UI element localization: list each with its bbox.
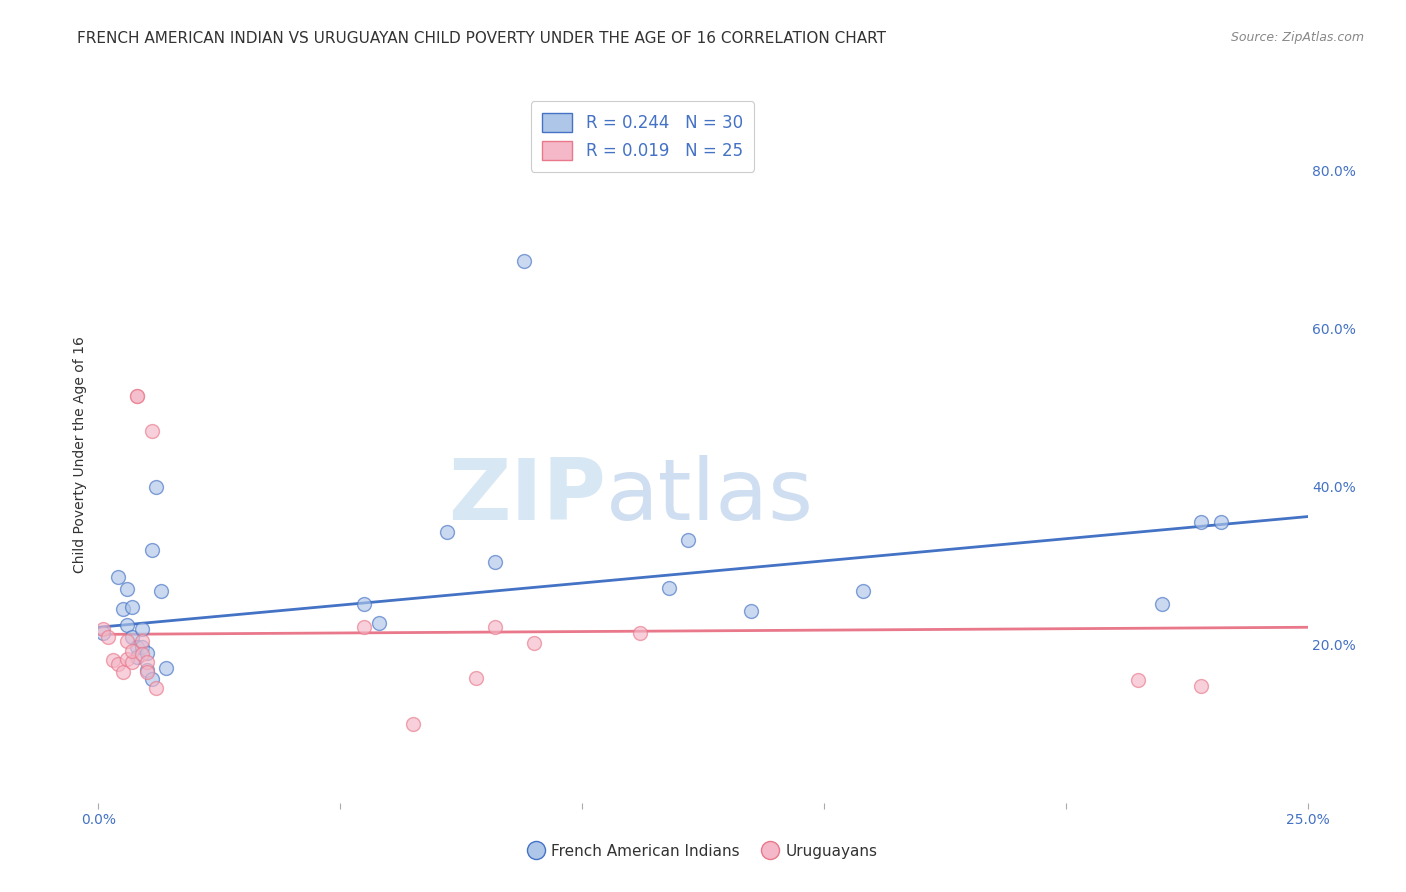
Point <box>91 625 114 640</box>
Point <box>145 479 167 493</box>
Point <box>117 652 139 666</box>
Point <box>141 542 163 557</box>
Point <box>135 655 157 669</box>
Point <box>368 615 391 630</box>
Point <box>101 653 124 667</box>
Point <box>121 630 143 644</box>
Point <box>436 525 458 540</box>
Point <box>135 665 157 680</box>
Legend: French American Indians, Uruguayans: French American Indians, Uruguayans <box>522 838 884 864</box>
Point <box>678 533 700 548</box>
Point <box>628 625 651 640</box>
Point <box>141 424 163 438</box>
Point <box>145 681 167 695</box>
Point <box>402 716 425 731</box>
Point <box>111 602 134 616</box>
Point <box>155 661 177 675</box>
Point <box>107 570 129 584</box>
Point <box>1152 597 1174 611</box>
Point <box>121 644 143 658</box>
Point <box>107 657 129 672</box>
Point <box>135 646 157 660</box>
Point <box>513 254 536 268</box>
Text: FRENCH AMERICAN INDIAN VS URUGUAYAN CHILD POVERTY UNDER THE AGE OF 16 CORRELATIO: FRENCH AMERICAN INDIAN VS URUGUAYAN CHIL… <box>77 31 886 46</box>
Point <box>852 583 875 598</box>
Point <box>117 582 139 597</box>
Point <box>1209 515 1232 529</box>
Point <box>131 640 153 654</box>
Point <box>131 647 153 661</box>
Point <box>150 583 173 598</box>
Text: Source: ZipAtlas.com: Source: ZipAtlas.com <box>1230 31 1364 45</box>
Point <box>91 622 114 636</box>
Point <box>1128 673 1150 688</box>
Point <box>658 581 681 595</box>
Text: ZIP: ZIP <box>449 455 606 538</box>
Point <box>353 597 375 611</box>
Point <box>111 665 134 680</box>
Point <box>464 671 486 685</box>
Y-axis label: Child Poverty Under the Age of 16: Child Poverty Under the Age of 16 <box>73 336 87 574</box>
Point <box>131 622 153 636</box>
Point <box>484 555 506 569</box>
Point <box>97 630 120 644</box>
Point <box>131 633 153 648</box>
Point <box>121 655 143 669</box>
Point <box>141 672 163 686</box>
Point <box>523 636 546 650</box>
Point <box>127 649 149 664</box>
Point <box>127 640 149 654</box>
Point <box>127 389 149 403</box>
Point <box>484 620 506 634</box>
Point <box>117 618 139 632</box>
Point <box>353 620 375 634</box>
Point <box>135 663 157 677</box>
Point <box>740 605 762 619</box>
Point <box>121 599 143 614</box>
Text: atlas: atlas <box>606 455 814 538</box>
Point <box>1189 515 1212 529</box>
Point <box>1189 679 1212 693</box>
Point <box>117 633 139 648</box>
Point <box>127 389 149 403</box>
